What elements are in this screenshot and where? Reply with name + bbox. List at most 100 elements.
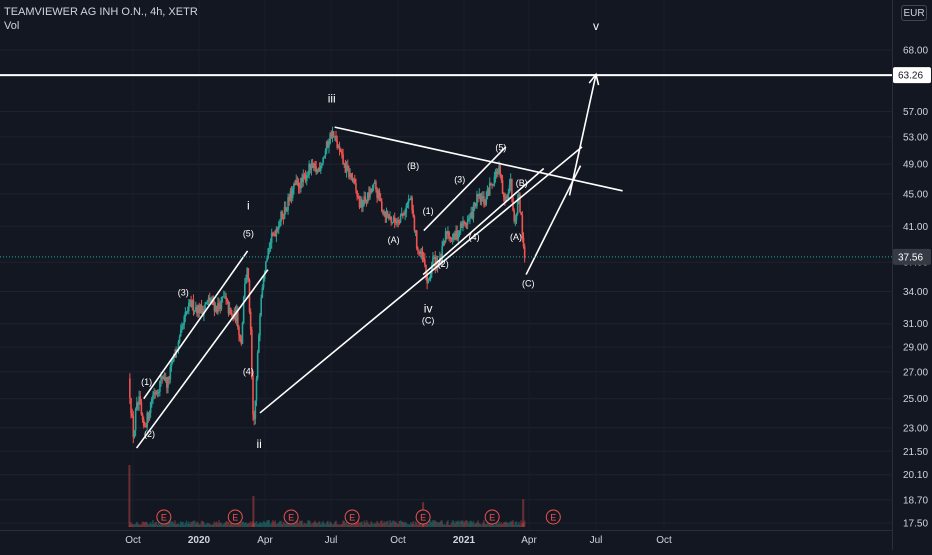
volume-bar xyxy=(419,521,421,527)
candle-body xyxy=(256,352,259,379)
candle-body xyxy=(518,194,520,199)
wave-label[interactable]: (A) xyxy=(388,235,400,245)
wave-label[interactable]: (1) xyxy=(141,377,152,387)
wave-label[interactable]: (B) xyxy=(407,161,419,171)
earnings-marker-icon[interactable] xyxy=(156,509,172,525)
price-badge[interactable] xyxy=(893,248,931,265)
candle-body xyxy=(242,297,245,324)
wave-label[interactable]: (2) xyxy=(144,429,155,439)
wave-label[interactable]: (C) xyxy=(522,278,535,288)
currency-button[interactable]: EUR xyxy=(901,5,927,21)
wave-label[interactable]: iii xyxy=(328,91,336,105)
volume-legend-label[interactable]: Vol xyxy=(4,20,20,32)
candle-body xyxy=(218,303,220,306)
volume-bar xyxy=(303,522,306,527)
earnings-marker-icon[interactable] xyxy=(545,509,561,525)
wave-label[interactable]: (A) xyxy=(510,232,522,242)
earnings-marker-icon[interactable] xyxy=(415,509,431,525)
volume-bar xyxy=(480,524,483,527)
volume-bar xyxy=(181,522,183,527)
volume-bar xyxy=(309,521,312,527)
x-axis-tick-label: Oct xyxy=(656,535,672,546)
wave-label[interactable]: (B) xyxy=(516,178,528,188)
wave-label[interactable]: iv xyxy=(424,302,433,316)
symbol-title[interactable]: TEAMVIEWER AG INH O.N., 4h, XETR xyxy=(4,6,198,18)
earnings-marker-icon[interactable] xyxy=(227,509,243,525)
wave-label[interactable]: (4) xyxy=(243,366,254,376)
candle-body xyxy=(470,212,472,217)
candle-body xyxy=(130,398,132,414)
trendline[interactable] xyxy=(135,269,269,449)
volume-bar xyxy=(228,523,231,527)
candle-body xyxy=(353,178,356,184)
wave-label[interactable]: (C) xyxy=(422,316,435,326)
candle-body xyxy=(247,268,250,280)
candle-body xyxy=(478,193,481,197)
candle-body xyxy=(451,238,454,240)
candle-body xyxy=(380,201,383,211)
candle-body xyxy=(235,309,238,322)
wave-label[interactable]: (3) xyxy=(454,174,465,184)
volume-bar xyxy=(133,524,136,527)
earnings-marker-icon[interactable] xyxy=(344,509,360,525)
wave-label[interactable]: (4) xyxy=(469,232,480,242)
candle-body xyxy=(425,264,427,275)
volume-bar xyxy=(137,523,139,527)
candle-body xyxy=(336,140,338,149)
volume-bar xyxy=(172,523,175,527)
volume-bar xyxy=(507,522,510,527)
candle-body xyxy=(189,300,191,303)
volume-bar xyxy=(450,522,453,527)
earnings-marker-icon[interactable] xyxy=(283,509,299,525)
volume-bar xyxy=(449,524,452,527)
trendline[interactable] xyxy=(334,126,623,192)
candle-body xyxy=(186,311,189,313)
volume-bar xyxy=(330,522,333,527)
volume-bar xyxy=(395,521,397,527)
price-badge[interactable] xyxy=(893,67,931,84)
candle-body xyxy=(463,221,465,223)
volume-bar xyxy=(294,523,296,527)
arrow-head[interactable] xyxy=(588,72,600,86)
wave-label[interactable]: ii xyxy=(257,437,262,451)
volume-bar xyxy=(376,520,378,527)
wave-label[interactable]: (5) xyxy=(243,229,254,239)
candle-body xyxy=(435,261,438,268)
trendline[interactable] xyxy=(423,146,507,232)
volume-bar xyxy=(467,523,470,527)
wave-label[interactable]: (5) xyxy=(495,142,506,152)
volume-bar xyxy=(179,521,182,527)
trendline[interactable] xyxy=(259,146,583,414)
candle-body xyxy=(519,194,521,213)
wave-label[interactable]: (1) xyxy=(423,206,434,216)
trendline[interactable] xyxy=(422,167,545,276)
candle-body xyxy=(371,188,374,193)
volume-bar xyxy=(400,521,403,527)
volume-bar xyxy=(287,523,289,527)
volume-bar xyxy=(316,523,319,527)
volume-bar xyxy=(430,522,433,527)
earnings-marker-icon[interactable] xyxy=(484,509,500,525)
volume-bar xyxy=(146,522,148,527)
volume-bar xyxy=(191,521,194,527)
trendline[interactable] xyxy=(143,250,249,400)
wave-label[interactable]: (3) xyxy=(178,288,189,298)
wave-label[interactable]: i xyxy=(247,199,250,213)
volume-bar xyxy=(362,524,364,527)
volume-bar xyxy=(465,520,468,527)
candle-body xyxy=(155,392,158,394)
candle-body xyxy=(362,204,364,208)
volume-bar xyxy=(462,520,464,527)
candle-body xyxy=(396,220,398,224)
candle-body xyxy=(131,413,133,416)
wave-label[interactable]: v xyxy=(593,19,599,33)
candle-body xyxy=(376,189,378,198)
wave-label[interactable]: (2) xyxy=(438,259,449,269)
volume-bar xyxy=(156,524,159,527)
arrow-shaft[interactable] xyxy=(568,74,597,196)
volume-bar xyxy=(504,521,506,527)
candle-body xyxy=(391,222,394,224)
